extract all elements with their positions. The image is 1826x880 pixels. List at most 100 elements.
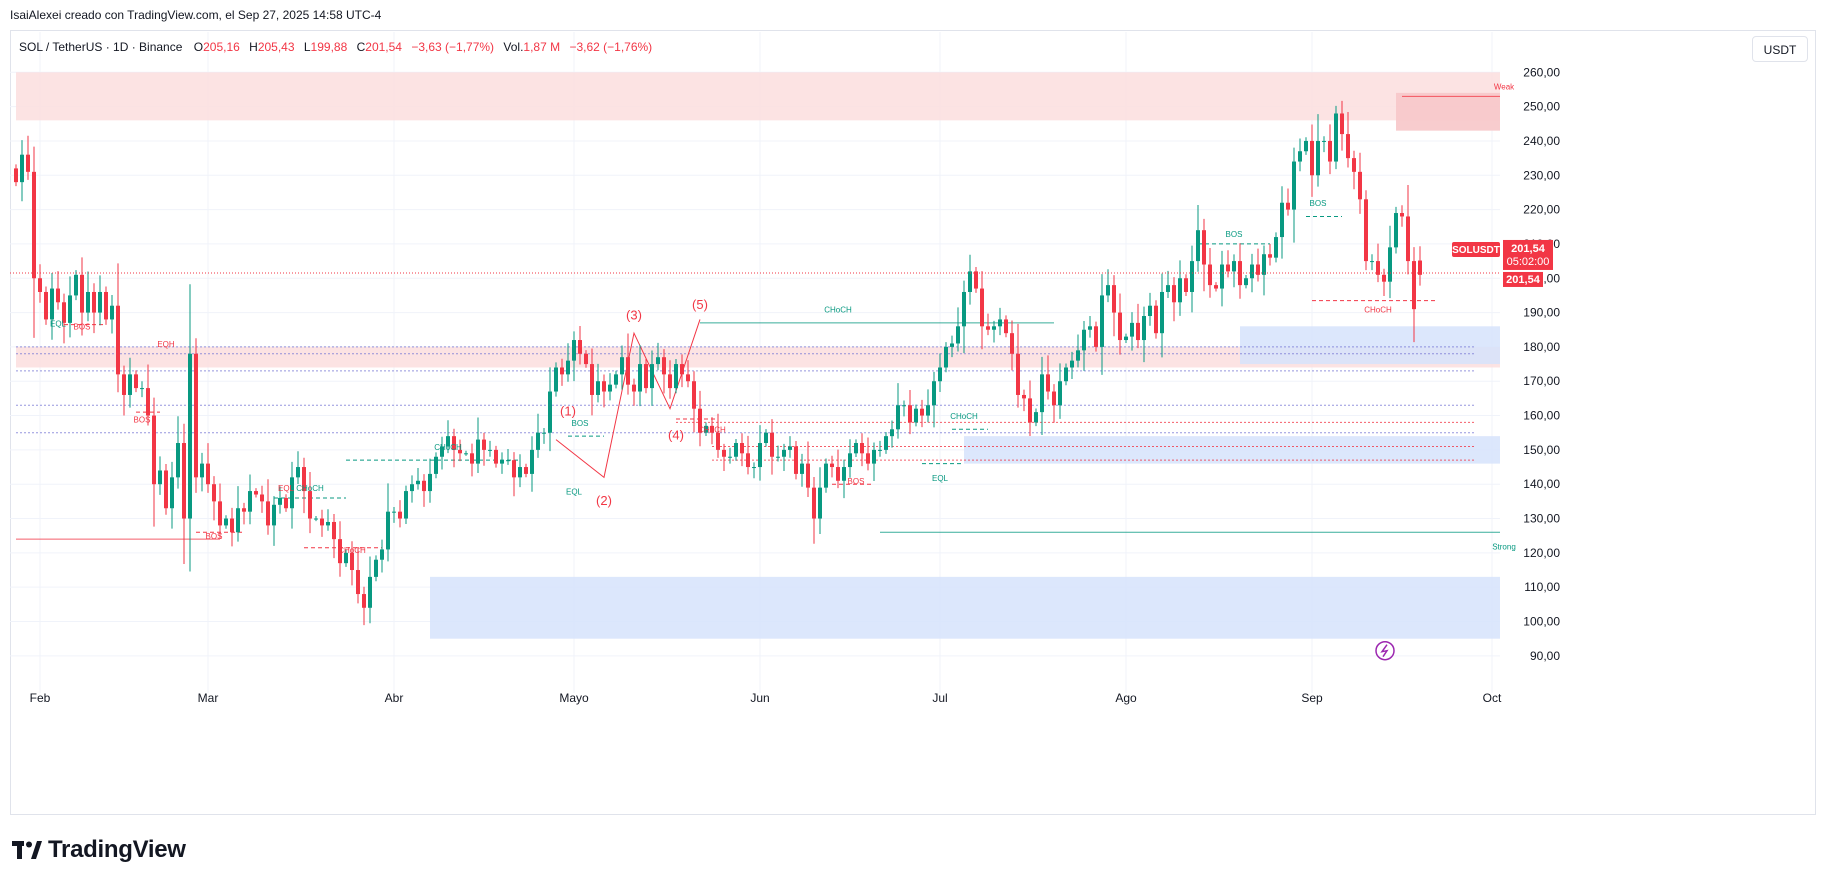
candle-body[interactable] xyxy=(1154,305,1158,334)
candle-body[interactable] xyxy=(32,171,36,279)
candle-body[interactable] xyxy=(566,360,570,375)
candle-body[interactable] xyxy=(1268,254,1272,258)
candle-body[interactable] xyxy=(770,432,774,457)
candle-body[interactable] xyxy=(338,539,342,564)
candle-body[interactable] xyxy=(1070,360,1074,368)
candle-body[interactable] xyxy=(584,353,588,365)
candle-body[interactable] xyxy=(488,449,492,451)
candle-body[interactable] xyxy=(170,477,174,509)
candle-body[interactable] xyxy=(1082,329,1086,351)
candle-body[interactable] xyxy=(1394,213,1398,248)
candle-body[interactable] xyxy=(1298,151,1302,162)
candle-body[interactable] xyxy=(314,518,318,520)
candle-body[interactable] xyxy=(1142,316,1146,341)
candle-body[interactable] xyxy=(782,449,786,457)
candle-body[interactable] xyxy=(224,518,228,526)
candle-body[interactable] xyxy=(1310,140,1314,176)
candle-body[interactable] xyxy=(1232,261,1236,272)
candle-body[interactable] xyxy=(272,504,276,526)
candle-body[interactable] xyxy=(1016,353,1020,395)
candle-body[interactable] xyxy=(968,271,972,292)
candle-body[interactable] xyxy=(422,480,426,492)
candle-body[interactable] xyxy=(122,374,126,395)
candle-body[interactable] xyxy=(194,353,198,478)
candle-body[interactable] xyxy=(524,467,528,474)
candle-body[interactable] xyxy=(1040,374,1044,413)
candle-body[interactable] xyxy=(332,521,336,540)
candle-body[interactable] xyxy=(404,491,408,519)
candle-body[interactable] xyxy=(452,436,456,450)
candle-body[interactable] xyxy=(812,487,816,519)
candle-body[interactable] xyxy=(56,288,60,303)
candle-body[interactable] xyxy=(824,463,828,488)
candle-body[interactable] xyxy=(470,453,474,464)
candle-body[interactable] xyxy=(1346,134,1350,159)
candle-body[interactable] xyxy=(872,449,876,464)
candle-body[interactable] xyxy=(554,367,558,392)
candle-body[interactable] xyxy=(896,405,900,430)
candle-body[interactable] xyxy=(956,326,960,344)
candle-body[interactable] xyxy=(938,367,942,382)
candle-body[interactable] xyxy=(104,291,108,320)
candle-body[interactable] xyxy=(716,432,720,450)
candle-body[interactable] xyxy=(440,446,444,457)
candle-body[interactable] xyxy=(962,291,966,327)
candle-body[interactable] xyxy=(1322,140,1326,142)
candle-body[interactable] xyxy=(464,453,468,455)
candle-body[interactable] xyxy=(476,439,480,464)
candle-body[interactable] xyxy=(830,463,834,468)
candle-body[interactable] xyxy=(248,491,252,512)
candle-body[interactable] xyxy=(74,274,78,296)
candle-body[interactable] xyxy=(548,391,552,433)
tradingview-logo[interactable]: TradingView xyxy=(12,836,186,864)
candle-body[interactable] xyxy=(206,463,210,485)
candle-body[interactable] xyxy=(1364,199,1368,262)
candle-body[interactable] xyxy=(1118,312,1122,341)
candle-body[interactable] xyxy=(800,463,804,474)
candle-body[interactable] xyxy=(1358,171,1362,200)
candle-body[interactable] xyxy=(836,467,840,481)
candle-body[interactable] xyxy=(758,443,762,468)
candle-body[interactable] xyxy=(680,364,684,375)
candle-body[interactable] xyxy=(326,521,330,526)
candle-body[interactable] xyxy=(1262,254,1266,275)
candle-body[interactable] xyxy=(236,508,240,533)
candle-body[interactable] xyxy=(926,405,930,416)
candle-body[interactable] xyxy=(1220,264,1224,289)
candle-body[interactable] xyxy=(1136,322,1140,341)
candle-body[interactable] xyxy=(1052,391,1056,406)
candle-body[interactable] xyxy=(890,429,894,437)
candle-body[interactable] xyxy=(632,384,636,392)
candle-body[interactable] xyxy=(44,291,48,320)
candle-body[interactable] xyxy=(1334,113,1338,162)
candle-body[interactable] xyxy=(794,446,798,474)
candle-body[interactable] xyxy=(1130,322,1134,337)
candle-body[interactable] xyxy=(242,508,246,512)
candle-body[interactable] xyxy=(1088,326,1092,330)
candle-body[interactable] xyxy=(1316,140,1320,176)
candle-body[interactable] xyxy=(974,271,978,289)
candle-body[interactable] xyxy=(176,443,180,478)
candle-body[interactable] xyxy=(662,357,666,375)
candle-body[interactable] xyxy=(788,446,792,450)
candle-body[interactable] xyxy=(854,443,858,454)
candle-body[interactable] xyxy=(80,274,84,313)
candle-body[interactable] xyxy=(1340,113,1344,135)
candle-body[interactable] xyxy=(1274,237,1278,258)
candle-body[interactable] xyxy=(218,501,222,526)
candle-body[interactable] xyxy=(572,340,576,361)
candle-body[interactable] xyxy=(608,384,612,392)
candle-body[interactable] xyxy=(1286,202,1290,210)
candle-body[interactable] xyxy=(1412,261,1416,310)
candle-body[interactable] xyxy=(986,326,990,330)
candle-body[interactable] xyxy=(1064,367,1068,382)
candle-body[interactable] xyxy=(1106,285,1110,296)
candle-body[interactable] xyxy=(818,487,822,519)
candle-body[interactable] xyxy=(386,511,390,550)
candle-body[interactable] xyxy=(260,494,264,502)
candle-body[interactable] xyxy=(932,381,936,406)
candle-body[interactable] xyxy=(626,357,630,385)
symbol-label[interactable]: SOL / TetherUS · 1D · Binance xyxy=(19,40,183,54)
candle-body[interactable] xyxy=(740,443,744,454)
